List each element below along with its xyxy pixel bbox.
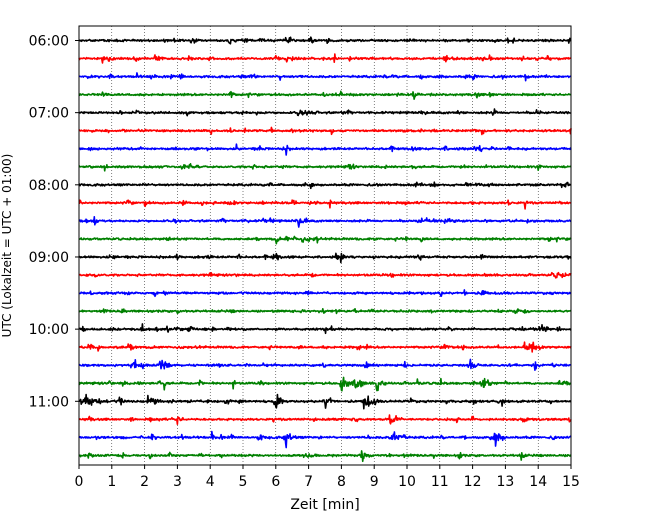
x-tick-label: 13 [496, 474, 514, 490]
trace-line [78, 358, 572, 371]
y-axis: 06:00 07:00 08:00 09:00 10:00 11:00 [29, 34, 79, 410]
trace-layer [78, 36, 572, 463]
trace-line [78, 289, 572, 298]
x-tick-label: 8 [337, 474, 346, 490]
plot-frame [78, 25, 572, 466]
trace-line [78, 271, 572, 279]
trace-line [78, 72, 572, 82]
trace-line [78, 90, 572, 101]
y-tick-label: 07:00 [29, 106, 69, 122]
y-tick-label: 11:00 [29, 394, 69, 410]
trace-line [78, 126, 572, 136]
trace-line [78, 450, 572, 463]
x-tick-label: 15 [562, 474, 580, 490]
x-tick-label: 7 [304, 474, 313, 490]
trace-line [78, 323, 572, 335]
trace-line [78, 163, 572, 172]
trace-line [78, 376, 572, 392]
trace-line [78, 36, 572, 45]
x-axis-label: Zeit [min] [290, 497, 359, 513]
trace-line [78, 393, 572, 410]
trace-line [78, 181, 572, 190]
trace-line [78, 108, 572, 117]
trace-line [78, 341, 572, 353]
trace-line [78, 143, 572, 156]
trace-line [78, 414, 572, 426]
x-tick-label: 3 [173, 474, 182, 490]
y-tick-label: 06:00 [29, 34, 69, 50]
x-tick-label: 14 [529, 474, 547, 490]
x-tick-label: 5 [239, 474, 248, 490]
y-axis-label: UTC (Lokalzeit = UTC + 01:00) [0, 154, 14, 338]
trace-line [78, 430, 572, 449]
x-tick-label: 10 [398, 474, 416, 490]
x-tick-label: 1 [107, 474, 116, 490]
x-tick-label: 6 [271, 474, 280, 490]
trace-line [78, 199, 572, 210]
x-tick-label: 4 [206, 474, 215, 490]
x-axis: 0 1 2 3 4 5 6 7 8 9 10 11 12 13 14 15 [75, 465, 580, 490]
trace-line [78, 53, 572, 64]
x-tick-label: 11 [431, 474, 449, 490]
y-tick-label: 10:00 [29, 322, 69, 338]
trace-line [78, 252, 572, 264]
y-tick-label: 09:00 [29, 250, 69, 266]
x-tick-label: 0 [75, 474, 84, 490]
trace-line [78, 235, 572, 245]
x-tick-label: 12 [464, 474, 482, 490]
x-tick-label: 2 [140, 474, 149, 490]
trace-line [78, 216, 572, 228]
y-tick-label: 08:00 [29, 178, 69, 194]
grid-layer [111, 26, 539, 465]
trace-line [78, 307, 572, 315]
x-tick-label: 9 [370, 474, 379, 490]
